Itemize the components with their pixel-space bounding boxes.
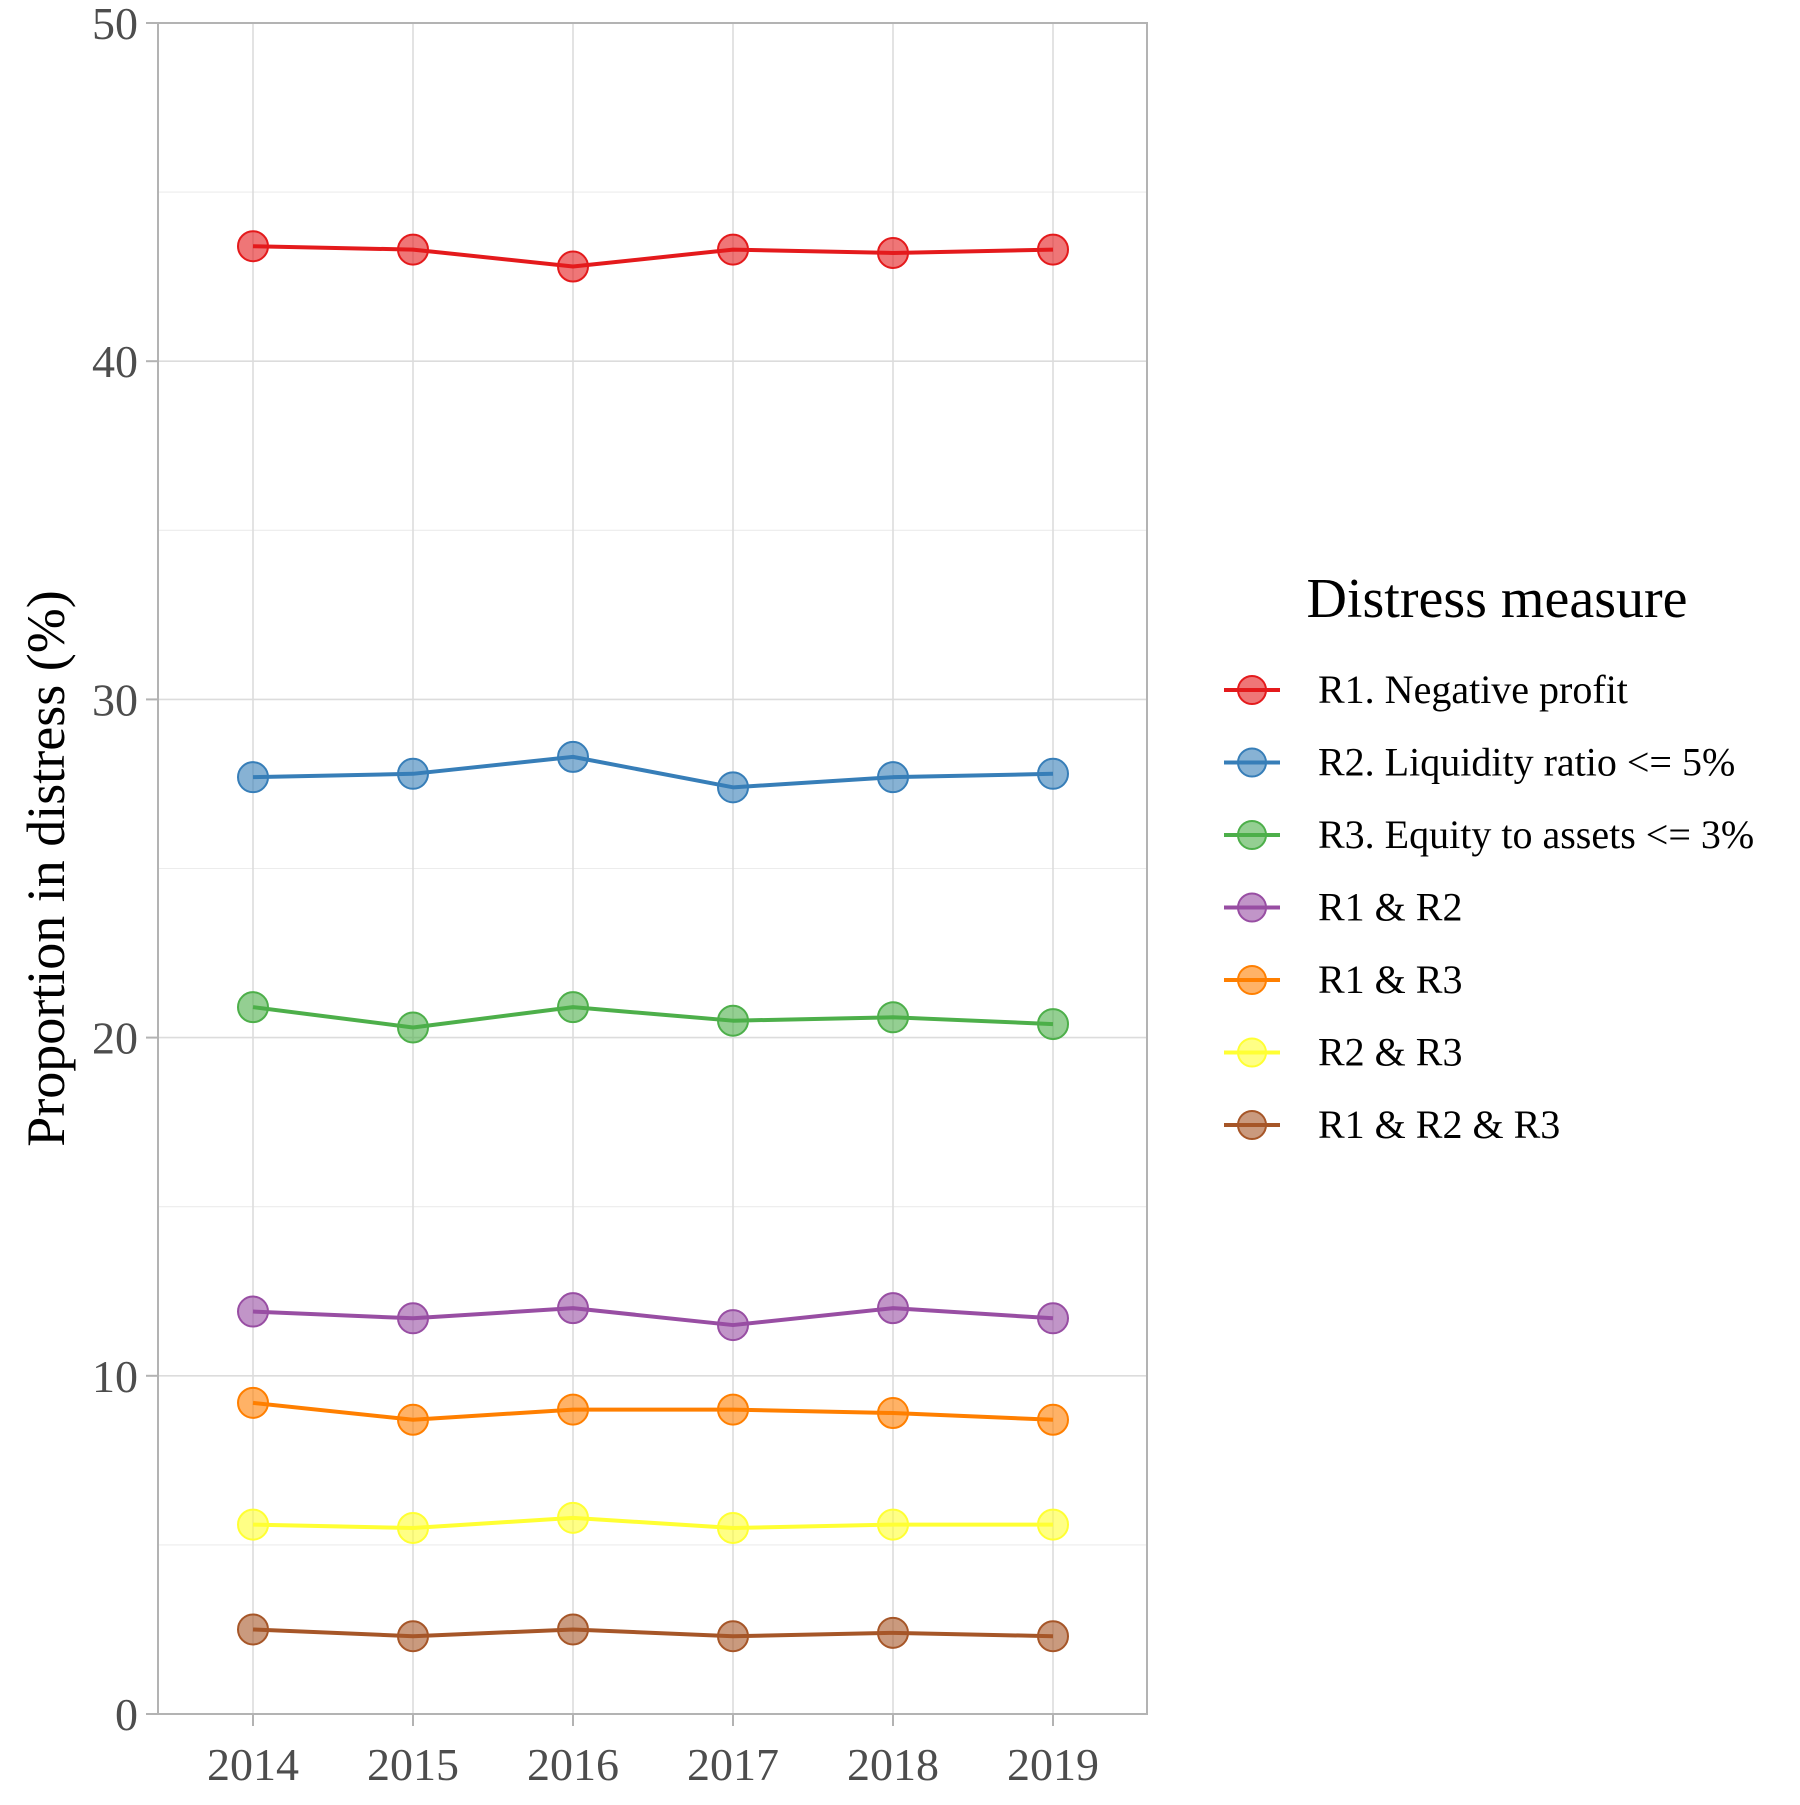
legend-label: R1 & R2 xyxy=(1318,885,1462,930)
legend-item: R1. Negative profit xyxy=(1224,667,1628,712)
data-point xyxy=(237,1386,269,1419)
legend-label: R3. Equity to assets <= 3% xyxy=(1318,812,1754,857)
legend-key-point xyxy=(1237,1037,1267,1068)
axes: 0 10 20 30 40 50 2014 2015 2016 2017 2018 2019 xyxy=(92,0,1148,1790)
y-axis-title: Proportion in distress (%) xyxy=(16,590,76,1146)
legend-label: R2 & R3 xyxy=(1318,1030,1462,1075)
legend-key-point xyxy=(1237,820,1267,850)
legend-item: R1 & R3 xyxy=(1224,957,1462,1002)
legend-label: R1 & R2 & R3 xyxy=(1318,1102,1560,1147)
data-point xyxy=(717,1004,749,1037)
data-point xyxy=(717,1511,749,1544)
data-point xyxy=(557,991,589,1024)
data-point xyxy=(557,740,589,773)
data-point xyxy=(1037,1403,1069,1436)
data-point xyxy=(397,1403,429,1436)
data-point xyxy=(877,1292,909,1325)
legend-label: R1 & R3 xyxy=(1318,957,1462,1002)
grid xyxy=(158,22,1147,1715)
data-point xyxy=(1037,1508,1069,1541)
data-point xyxy=(557,1393,589,1426)
legend-item: R2. Liquidity ratio <= 5% xyxy=(1224,740,1735,785)
series-line xyxy=(252,1306,1054,1328)
y-tick-label: 20 xyxy=(92,1013,138,1064)
data-point xyxy=(557,1613,589,1646)
data-point xyxy=(237,991,269,1024)
series-lines xyxy=(237,230,1069,1653)
series-group xyxy=(237,1386,1069,1436)
series-line xyxy=(252,1515,1053,1530)
data-point xyxy=(1037,1008,1069,1041)
data-point xyxy=(877,1508,909,1541)
data-point xyxy=(877,1397,909,1430)
data-point xyxy=(1037,757,1069,790)
data-point xyxy=(397,1302,429,1335)
x-tick-label: 2019 xyxy=(1007,1739,1099,1790)
legend-label: R1. Negative profit xyxy=(1318,667,1628,712)
data-point xyxy=(1037,1302,1069,1335)
legend: Distress measure R1. Negative profit R2. … xyxy=(1224,568,1754,1147)
x-tick-label: 2015 xyxy=(367,1739,459,1790)
data-point xyxy=(557,250,589,283)
data-point xyxy=(877,761,909,794)
data-point xyxy=(397,1620,429,1653)
legend-title: Distress measure xyxy=(1306,568,1687,630)
data-point xyxy=(237,1508,269,1541)
data-point xyxy=(717,771,749,804)
series-group xyxy=(237,1613,1069,1653)
series-group xyxy=(237,991,1069,1044)
data-point xyxy=(237,761,269,794)
y-tick-label: 40 xyxy=(92,336,138,387)
plot-panel-border xyxy=(157,22,1148,1715)
data-point xyxy=(397,233,429,266)
y-tick-label: 0 xyxy=(115,1689,138,1740)
legend-key-point xyxy=(1237,965,1267,995)
data-point xyxy=(877,236,909,269)
series-line xyxy=(252,754,1054,790)
x-tick-label: 2017 xyxy=(687,1739,779,1790)
series-line xyxy=(252,1400,1054,1422)
series-group xyxy=(237,230,1069,283)
y-tick-label: 50 xyxy=(92,0,138,49)
data-point xyxy=(557,1292,589,1325)
series-group xyxy=(237,1501,1069,1544)
data-point xyxy=(1037,1620,1069,1653)
data-point xyxy=(877,1616,909,1649)
data-point xyxy=(397,1511,429,1544)
x-tick-label: 2016 xyxy=(527,1739,619,1790)
series-group xyxy=(237,1292,1069,1342)
legend-item: R1 & R2 & R3 xyxy=(1224,1102,1560,1147)
data-point xyxy=(877,1001,909,1034)
data-point xyxy=(237,1613,269,1646)
legend-key-point xyxy=(1237,892,1267,923)
legend-item: R1 & R2 xyxy=(1224,885,1462,930)
y-tick-label: 10 xyxy=(92,1351,138,1402)
data-point xyxy=(397,1011,429,1044)
y-tick-label: 30 xyxy=(92,674,138,725)
series-line xyxy=(252,244,1054,269)
data-point xyxy=(717,1393,749,1426)
data-point xyxy=(717,1309,749,1342)
data-point xyxy=(717,1620,749,1653)
legend-item: R2 & R3 xyxy=(1224,1030,1462,1075)
data-point xyxy=(557,1501,589,1534)
legend-key-point xyxy=(1237,747,1267,778)
data-point xyxy=(237,230,269,263)
series-group xyxy=(237,740,1069,804)
series-line xyxy=(252,1627,1054,1639)
legend-key-point xyxy=(1237,675,1267,705)
data-point xyxy=(1037,233,1069,266)
data-point xyxy=(237,1295,269,1328)
series-line xyxy=(252,1005,1054,1030)
data-point xyxy=(397,757,429,790)
x-tick-label: 2018 xyxy=(847,1739,939,1790)
x-tick-label: 2014 xyxy=(207,1739,299,1790)
legend-item: R3. Equity to assets <= 3% xyxy=(1224,812,1754,857)
legend-label: R2. Liquidity ratio <= 5% xyxy=(1318,740,1735,785)
data-point xyxy=(717,233,749,266)
legend-key-point xyxy=(1237,1110,1267,1140)
